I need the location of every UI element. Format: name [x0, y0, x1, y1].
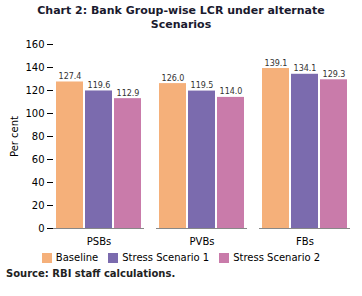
svg-text:FBs: FBs: [296, 236, 314, 247]
svg-text:40: 40: [32, 177, 45, 188]
svg-text:0: 0: [38, 223, 44, 234]
svg-text:126.0: 126.0: [162, 74, 185, 83]
html-text:Source: RBI staff calculations: Source: RBI staff calculations.: [6, 268, 176, 279]
svg-text:140: 140: [25, 62, 44, 73]
svg-text:20: 20: [32, 200, 45, 211]
svg-text:PVBs: PVBs: [190, 236, 215, 247]
svg-text:119.6: 119.6: [88, 81, 111, 90]
svg-text:114.0: 114.0: [220, 87, 243, 96]
svg-text:119.5: 119.5: [191, 81, 214, 90]
html-text:Chart 2: Bank Group-wise LCR u: Chart 2: Bank Group-wise LCR under alter…: [37, 4, 325, 31]
svg-text:134.1: 134.1: [294, 64, 317, 73]
html-text:Stress Scenario 1: Stress Scenario 1: [122, 252, 210, 263]
svg-text:80: 80: [32, 131, 45, 142]
svg-text:139.1: 139.1: [265, 59, 288, 68]
svg-text:100: 100: [25, 108, 44, 119]
html-text:Stress Scenario 2: Stress Scenario 2: [233, 252, 321, 263]
html-text:Baseline: Baseline: [55, 252, 99, 263]
svg-text:60: 60: [32, 154, 45, 165]
svg-text:Per cent: Per cent: [9, 116, 20, 157]
svg-text:120: 120: [25, 85, 44, 96]
svg-text:112.9: 112.9: [117, 89, 140, 98]
svg-text:160: 160: [25, 39, 44, 50]
svg-text:PSBs: PSBs: [87, 236, 111, 247]
svg-text:129.3: 129.3: [323, 70, 346, 79]
svg-text:127.4: 127.4: [59, 72, 82, 81]
